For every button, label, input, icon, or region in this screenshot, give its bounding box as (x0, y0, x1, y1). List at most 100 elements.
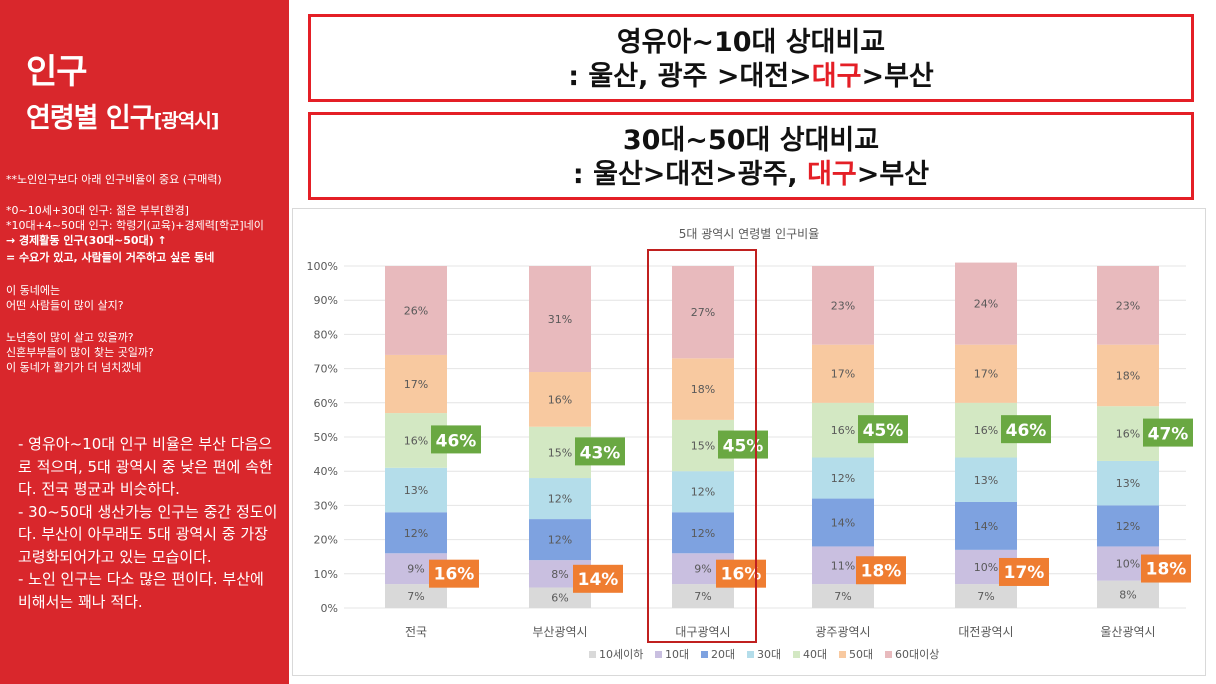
data-label: 14% (831, 517, 855, 530)
bar-segment (812, 266, 874, 345)
bar-segment (672, 358, 734, 420)
stacked-bar-chart: 5대 광역시 연령별 인구비율 0% 10% 20% 30% 40% 50% 60% 70% 80… (307, 227, 1193, 661)
sidebar-note-3: *10대+4~50대 인구: 학령기(교육)+경제력[학군]네이 (6, 219, 264, 232)
callout-orange-label: 17% (1004, 563, 1045, 583)
callout-orange-label: 16% (434, 565, 475, 585)
sidebar-note-4: → 경제활동 인구(30대~50대) ↑ (6, 234, 167, 247)
bar-segment (812, 498, 874, 547)
y-tick-label: 100% (307, 260, 338, 273)
bar-segment (672, 512, 734, 554)
bar-segment (529, 519, 591, 561)
sidebar-note-6: 이 동네에는 (6, 284, 61, 297)
data-label: 10% (1116, 558, 1140, 571)
chart-title: 5대 광역시 연령별 인구비율 (679, 227, 820, 241)
data-label: 12% (691, 527, 715, 540)
data-label: 18% (691, 383, 715, 396)
bar-segment (812, 344, 874, 403)
data-label: 23% (1116, 299, 1140, 312)
y-tick-label: 50% (314, 431, 338, 444)
sidebar-note-9: 신혼부부들이 많이 찾는 곳일까? (6, 346, 154, 359)
bar-segment (672, 471, 734, 513)
sidebar-subtitle-main: 연령별 인구 (26, 103, 155, 134)
data-label: 11% (831, 559, 855, 572)
headline-working-prefix: : 울산>대전>광주, (572, 159, 808, 190)
data-label: 12% (831, 472, 855, 485)
data-label: 26% (404, 304, 428, 317)
summary-point-2: - 30~50대 생산가능 인구는 중간 정도이다. 부산이 아무래도 5대 광… (18, 502, 278, 566)
data-label: 23% (831, 299, 855, 312)
data-label: 8% (1119, 588, 1136, 601)
data-label: 16% (1116, 428, 1140, 441)
legend-label: 50대 (849, 648, 873, 661)
sidebar: 인구 연령별 인구[광역시] **노인인구보다 아래 인구비율이 중요 (구매력… (0, 0, 289, 684)
x-tick-label: 부산광역시 (532, 625, 587, 639)
legend-label: 10대 (665, 648, 689, 661)
headline-box-young: 영유아~10대 상대비교 : 울산, 광주 >대전>대구>부산 (308, 14, 1194, 102)
callout-green (431, 425, 481, 454)
bar-segment (385, 266, 447, 355)
legend-swatch (701, 651, 708, 658)
sidebar-note-8: 노년층이 많이 살고 있을까? (6, 331, 134, 344)
sidebar-subtitle: 연령별 인구[광역시] (26, 96, 220, 135)
data-label: 12% (404, 527, 428, 540)
callout-green-label: 45% (723, 437, 764, 457)
callout-green (575, 437, 625, 466)
data-label: 16% (404, 434, 428, 447)
bar-segment (1097, 344, 1159, 407)
callout-green-label: 46% (436, 431, 477, 451)
data-label: 16% (548, 393, 572, 406)
callout-green-label: 43% (580, 443, 621, 463)
sidebar-note-7: 어떤 사람들이 많이 살지? (6, 299, 124, 312)
callout-green-label: 45% (863, 421, 904, 441)
y-tick-label: 60% (314, 397, 338, 410)
y-tick-label: 0% (321, 602, 338, 615)
data-label: 9% (694, 563, 711, 576)
y-tick-label: 40% (314, 465, 338, 478)
bar-segment (812, 457, 874, 499)
legend-swatch (747, 651, 754, 658)
data-label: 7% (977, 590, 994, 603)
sidebar-summary: - 영유아~10대 인구 비율은 부산 다음으로 적으며, 5대 광역시 중 낮… (18, 433, 280, 613)
headline-box-working-age: 30대~50대 상대비교 : 울산>대전>광주, 대구>부산 (308, 112, 1194, 200)
y-tick-label: 70% (314, 363, 338, 376)
callout-green (718, 430, 768, 459)
callout-orange (999, 557, 1049, 586)
legend-swatch (589, 651, 596, 658)
x-tick-label: 광주광역시 (815, 625, 870, 639)
sidebar-title: 인구 (26, 52, 88, 92)
callout-orange (716, 559, 766, 588)
bar-segment (955, 262, 1017, 345)
legend-swatch (655, 651, 662, 658)
bar-segment (955, 501, 1017, 550)
callout-orange-label: 16% (721, 565, 762, 585)
callout-orange-label: 14% (578, 570, 619, 590)
y-tick-label: 90% (314, 294, 338, 307)
headline-young-line1: 영유아~10대 상대비교 (616, 27, 886, 58)
data-label: 12% (1116, 520, 1140, 533)
bar-segment (672, 266, 734, 359)
data-label: 12% (691, 486, 715, 499)
data-label: 7% (694, 590, 711, 603)
callout-orange (856, 556, 906, 585)
data-label: 15% (548, 446, 572, 459)
legend-label: 30대 (757, 648, 781, 661)
data-label: 27% (691, 306, 715, 319)
callout-green (1001, 415, 1051, 444)
x-tick-label: 대전광역시 (958, 625, 1013, 639)
y-tick-label: 20% (314, 534, 338, 547)
sidebar-note-1: **노인인구보다 아래 인구비율이 중요 (구매력) (6, 173, 222, 186)
bar-segment (812, 584, 874, 608)
data-label: 13% (404, 484, 428, 497)
sidebar-subtitle-bracket: [광역시] (153, 110, 220, 132)
data-label: 15% (691, 440, 715, 453)
bar-segment (529, 478, 591, 520)
bar-segment (955, 584, 1017, 608)
callout-orange-label: 18% (861, 561, 902, 581)
x-tick-label: 울산광역시 (1100, 625, 1155, 639)
legend-label: 60대이상 (895, 648, 939, 661)
x-tick-label: 대구광역시 (675, 625, 730, 639)
data-label: 7% (834, 590, 851, 603)
bar-segment (1097, 266, 1159, 345)
data-label: 24% (974, 298, 998, 311)
callout-orange (573, 564, 623, 593)
